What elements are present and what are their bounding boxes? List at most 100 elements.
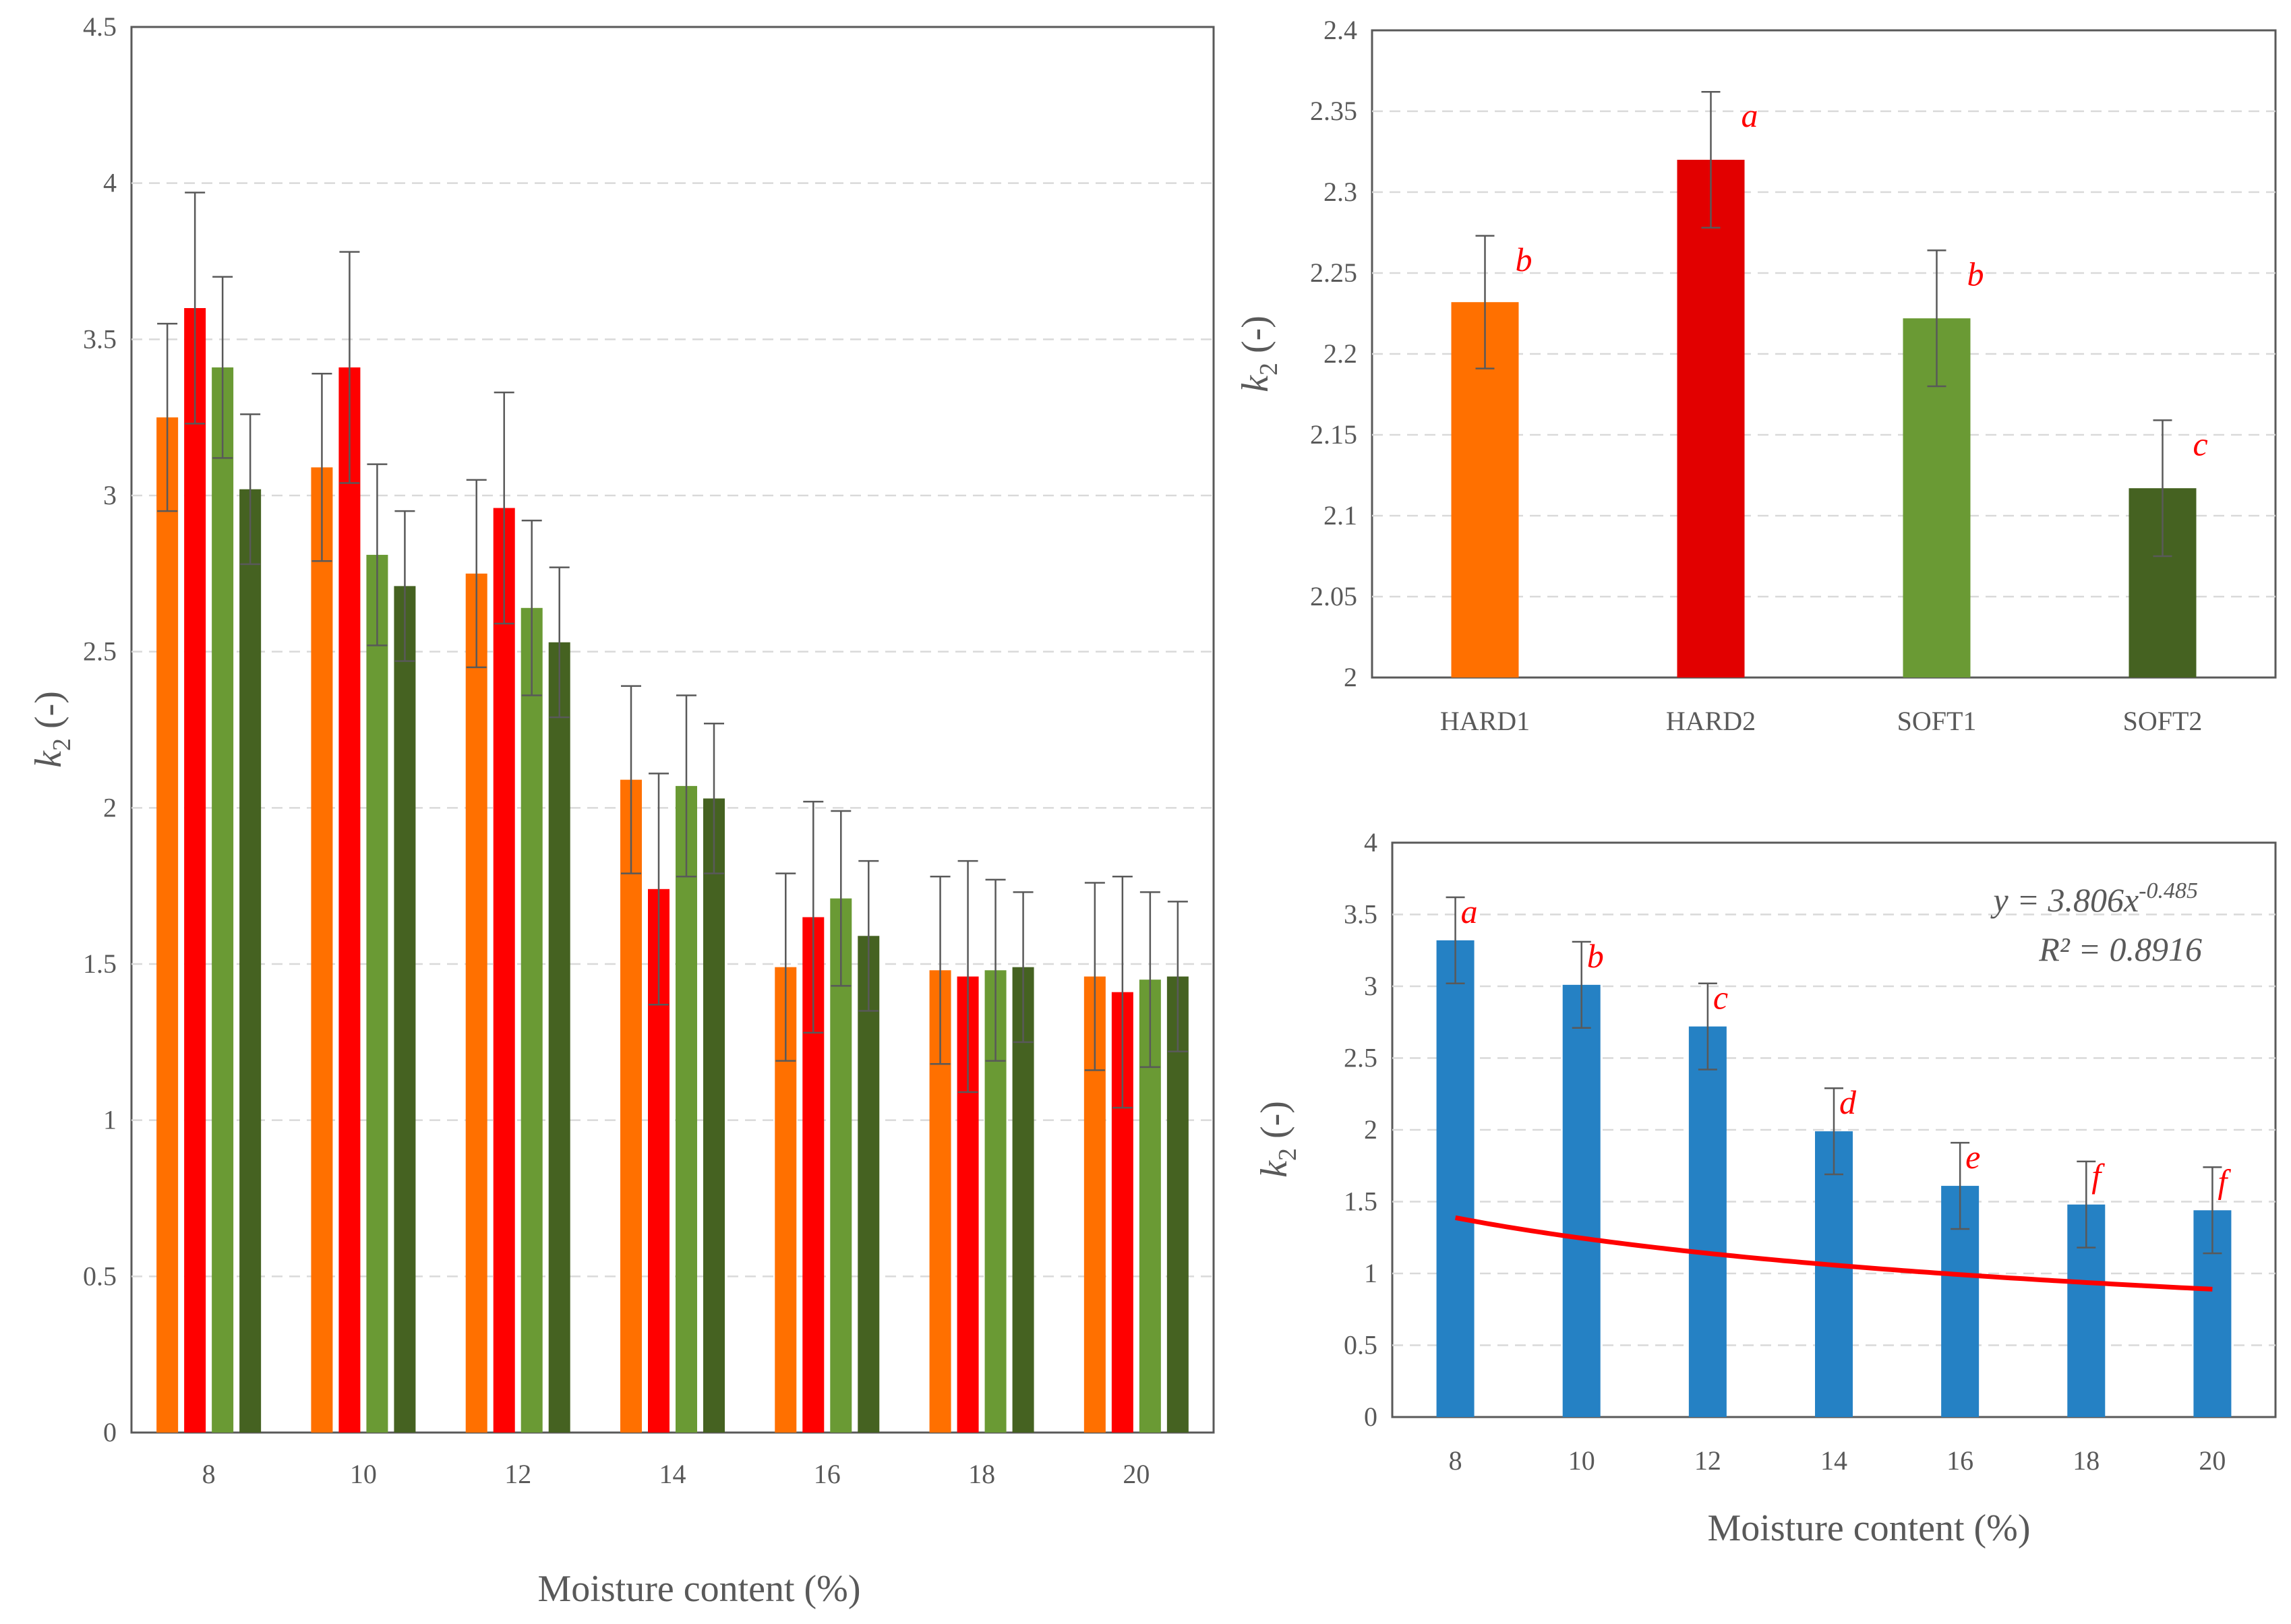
bottom-bars bbox=[1436, 940, 2232, 1417]
significance-letter: c bbox=[1713, 979, 1728, 1017]
bar-soft2 bbox=[703, 798, 725, 1433]
bar-soft2 bbox=[239, 489, 262, 1433]
left-y-ticks: 0 0.5 1 1.5 2 2.5 3 3.5 4 4.5 bbox=[83, 11, 117, 1447]
significance-letter: c bbox=[2193, 425, 2208, 462]
left-y-tick-label: 4 bbox=[103, 168, 117, 198]
left-x-tick-label: 18 bbox=[968, 1459, 995, 1489]
bottom-ylabel-sub: 2 bbox=[1274, 1148, 1302, 1161]
bar-moisture bbox=[1688, 1026, 1727, 1417]
left-y-tick-label: 2.5 bbox=[83, 636, 117, 667]
bot-y-tick-label: 1.5 bbox=[1344, 1186, 1377, 1217]
significance-letter: f bbox=[2218, 1162, 2231, 1200]
significance-letter: f bbox=[2091, 1157, 2105, 1195]
bottom-error-bars bbox=[1446, 896, 2222, 1255]
left-y-tick-label: 0 bbox=[103, 1417, 117, 1447]
top-x-tick-label: SOFT2 bbox=[2123, 706, 2203, 736]
bottom-x-tick-label: 20 bbox=[2199, 1445, 2226, 1476]
bar-soft2 bbox=[394, 586, 416, 1433]
top-y-tick-label: 2.25 bbox=[1310, 258, 1357, 288]
left-error-bars bbox=[157, 191, 1188, 1109]
bot-y-tick-label: 3.5 bbox=[1344, 899, 1377, 930]
top-gridlines bbox=[1372, 110, 2275, 598]
left-x-tick-label: 16 bbox=[814, 1459, 841, 1489]
top-bars bbox=[1451, 160, 2197, 678]
left-y-tick-label: 2 bbox=[103, 792, 117, 822]
top-ylabel-k: k bbox=[1234, 375, 1276, 392]
significance-letter: e bbox=[1965, 1138, 1980, 1176]
top-y-ticks: 2 2.05 2.1 2.15 2.2 2.25 2.3 2.35 2.4 bbox=[1310, 15, 1357, 692]
bar-hard1 bbox=[311, 467, 333, 1433]
top-y-tick-label: 2.35 bbox=[1310, 96, 1357, 126]
left-y-tick-label: 3.5 bbox=[83, 324, 117, 354]
left-ylabel-rest: (-) bbox=[28, 691, 69, 738]
top-x-tick-label: HARD1 bbox=[1440, 706, 1530, 736]
bar-soft2 bbox=[858, 936, 880, 1433]
left-x-tick-label: 8 bbox=[202, 1459, 216, 1489]
top-y-tick-label: 2.3 bbox=[1323, 177, 1357, 207]
bar-soft1 bbox=[676, 785, 697, 1433]
bot-y-tick-label: 1 bbox=[1364, 1258, 1377, 1288]
left-y-axis-title: k2 (-) bbox=[28, 691, 76, 768]
left-x-tick-label: 14 bbox=[659, 1459, 686, 1489]
top-ylabel-sub: 2 bbox=[1255, 363, 1283, 375]
left-y-tick-label: 4.5 bbox=[83, 11, 117, 42]
bar-soft1 bbox=[212, 367, 234, 1433]
top-error-bars bbox=[1475, 90, 2172, 558]
bottom-ylabel-k: k bbox=[1253, 1160, 1295, 1178]
left-x-axis-title: Moisture content (%) bbox=[538, 1568, 861, 1610]
left-x-tick-label: 10 bbox=[350, 1459, 377, 1489]
bar-moisture bbox=[1562, 984, 1601, 1417]
bar-soft1 bbox=[830, 898, 852, 1433]
bottom-x-tick-label: 10 bbox=[1568, 1445, 1595, 1476]
bottom-x-axis-title: Moisture content (%) bbox=[1708, 1507, 2031, 1549]
bottom-x-tick-label: 18 bbox=[2073, 1445, 2100, 1476]
bot-y-tick-label: 2.5 bbox=[1344, 1043, 1377, 1073]
bot-y-tick-label: 2 bbox=[1364, 1114, 1377, 1145]
bottom-x-tick-label: 14 bbox=[1820, 1445, 1847, 1476]
top-y-tick-label: 2.05 bbox=[1310, 581, 1357, 611]
bar-hard1 bbox=[156, 417, 179, 1433]
bar-hard1 bbox=[620, 779, 642, 1433]
bar-hard2 bbox=[1677, 160, 1745, 678]
bar-hard2 bbox=[493, 508, 515, 1433]
bottom-x-tick-label: 16 bbox=[1946, 1445, 1973, 1476]
power-trendline bbox=[1454, 1215, 2213, 1292]
left-chart: 0 0.5 1 1.5 2 2.5 3 3.5 4 4.5 8 10 12 14 16 18 20 Moist… bbox=[28, 11, 1215, 1610]
bar-soft1 bbox=[366, 555, 388, 1433]
bottom-ylabel-rest: (-) bbox=[1253, 1101, 1295, 1148]
left-x-ticks: 8 10 12 14 16 18 20 bbox=[202, 1459, 1150, 1489]
left-x-tick-label: 12 bbox=[504, 1459, 531, 1489]
top-y-tick-label: 2.2 bbox=[1323, 338, 1357, 369]
top-y-tick-label: 2.15 bbox=[1310, 419, 1357, 450]
bot-y-tick-label: 4 bbox=[1364, 827, 1377, 858]
top-ylabel-rest: (-) bbox=[1234, 315, 1276, 363]
significance-letter: b bbox=[1516, 241, 1533, 278]
trendline-equation-base: y = 3.806x bbox=[1990, 881, 2139, 919]
top-x-tick-label: SOFT1 bbox=[1897, 706, 1977, 736]
bar-hard2 bbox=[338, 367, 361, 1433]
top-y-tick-label: 2.4 bbox=[1323, 15, 1357, 45]
top-significance-letters: b a b c bbox=[1516, 96, 2208, 462]
left-y-tick-label: 0.5 bbox=[83, 1261, 117, 1291]
bottom-y-ticks: 0 0.5 1 1.5 2 2.5 3 3.5 4 bbox=[1344, 827, 1377, 1432]
bot-y-tick-label: 0.5 bbox=[1344, 1330, 1377, 1360]
bottom-x-ticks: 8 10 12 14 16 18 20 bbox=[1449, 1445, 2226, 1476]
top-y-tick-label: 2.1 bbox=[1323, 500, 1357, 531]
left-ylabel-k: k bbox=[28, 750, 69, 768]
top-y-axis-title: k2 (-) bbox=[1234, 315, 1283, 392]
left-plot-frame bbox=[130, 26, 1215, 1434]
left-gridlines bbox=[131, 182, 1214, 1277]
left-y-tick-label: 1.5 bbox=[83, 949, 117, 979]
bar-moisture bbox=[1436, 940, 1475, 1417]
top-right-chart: 2 2.05 2.1 2.15 2.2 2.25 2.3 2.35 2.4 HARD1 HARD2… bbox=[1234, 15, 2277, 736]
trendline-r-squared: R² = 0.8916 bbox=[2038, 930, 2202, 968]
bar-hard2 bbox=[184, 308, 206, 1433]
left-ylabel-sub: 2 bbox=[48, 738, 76, 751]
left-y-tick-label: 3 bbox=[103, 480, 117, 510]
top-x-tick-label: HARD2 bbox=[1666, 706, 1756, 736]
top-x-ticks: HARD1 HARD2 SOFT1 SOFT2 bbox=[1440, 706, 2203, 736]
bar-moisture bbox=[1815, 1131, 1853, 1417]
trendline-equation-exponent: -0.485 bbox=[2139, 878, 2198, 903]
